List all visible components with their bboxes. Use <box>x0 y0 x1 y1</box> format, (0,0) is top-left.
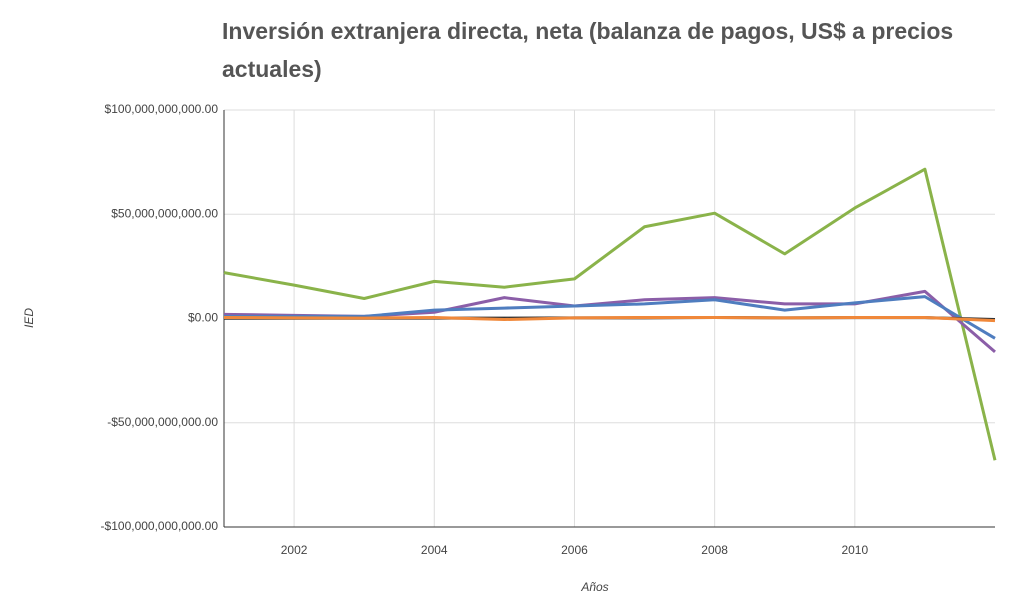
y-tick-label: $100,000,000,000.00 <box>105 102 219 116</box>
series-line <box>224 295 996 340</box>
x-tick-label: 2004 <box>421 543 448 557</box>
y-tick-label: $0.00 <box>188 311 218 325</box>
x-tick-label: 2010 <box>841 543 868 557</box>
chart-title: Inversión extranjera directa, neta (bala… <box>222 18 954 82</box>
y-tick-label: $50,000,000,000.00 <box>111 206 218 220</box>
y-tick-label: -$50,000,000,000.00 <box>107 415 218 429</box>
x-tick-label: 2006 <box>561 543 588 557</box>
series-line <box>223 167 997 461</box>
x-axis-title: Años <box>580 580 608 594</box>
y-axis-title: IED <box>22 308 36 328</box>
series-line <box>223 315 996 323</box>
y-tick-label: -$100,000,000,000.00 <box>101 519 219 533</box>
x-tick-label: 2008 <box>701 543 728 557</box>
x-tick-label: 2002 <box>281 543 308 557</box>
